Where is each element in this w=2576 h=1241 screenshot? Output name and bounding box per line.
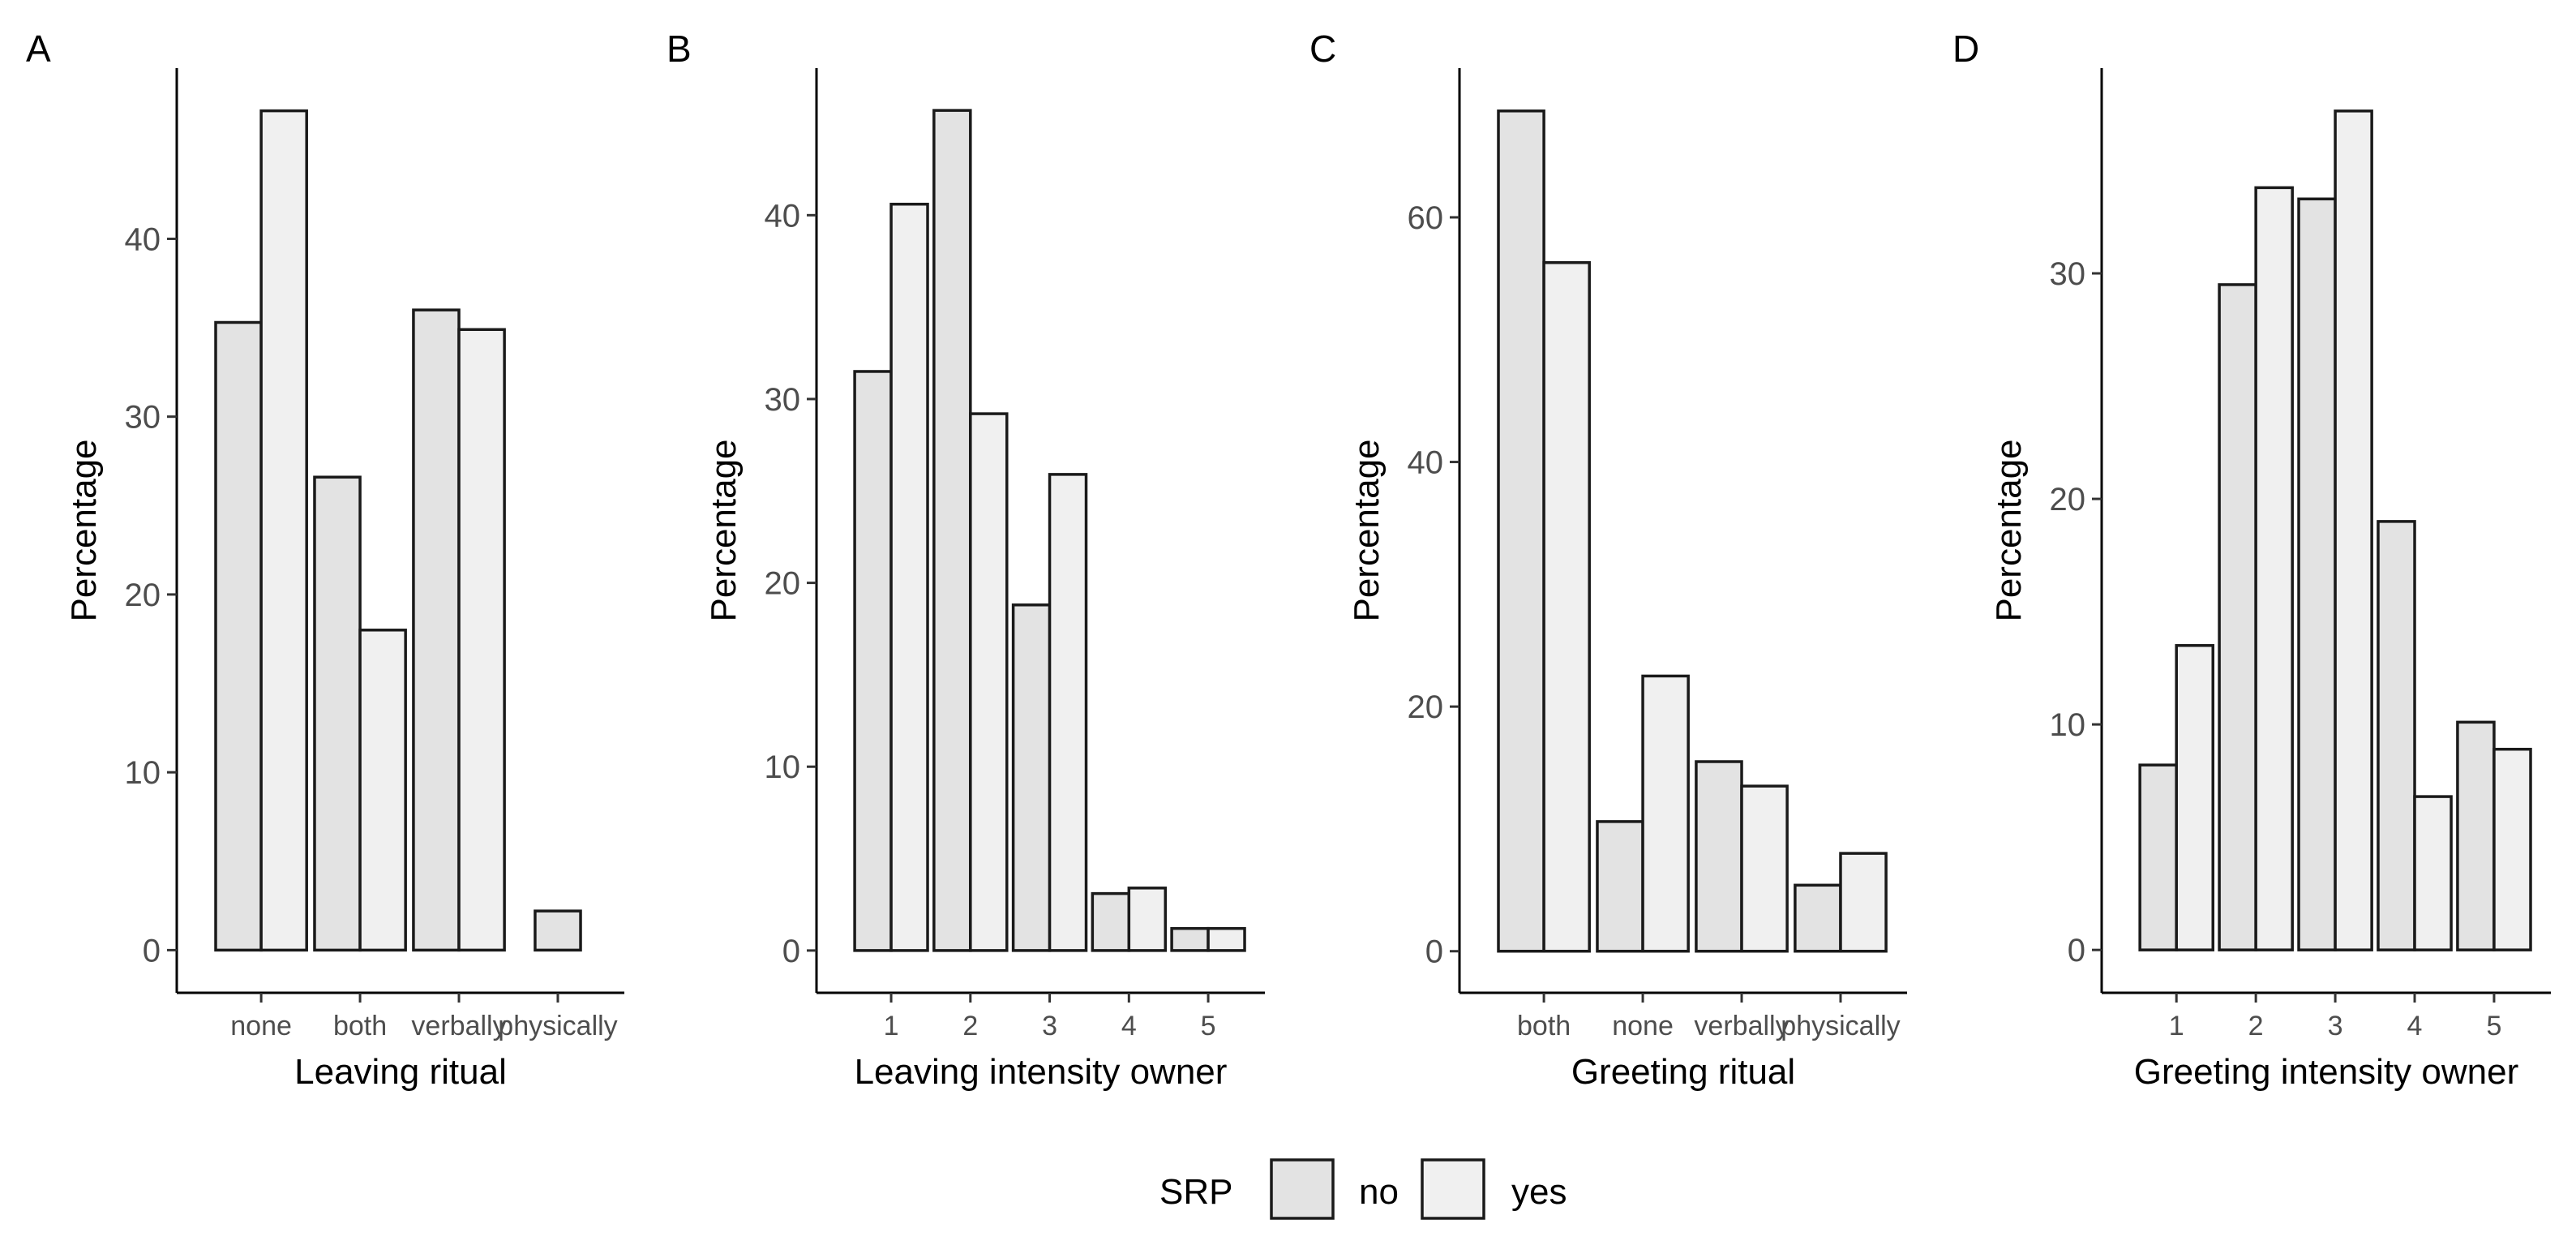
bar-yes-2 [969,412,1009,952]
bar-yes-3 [1048,473,1088,952]
y-tick-label: 10 [125,755,161,791]
bar-no-4 [2377,520,2416,951]
panel-b: B 0 10 20 30 40 1 2 3 4 5 Leaving intensity owner Pe… [667,28,1265,1092]
bars [2138,110,2532,951]
y-axis-title: Percentage [704,439,744,621]
y-tick-label: 20 [2050,482,2086,517]
bar-yes-both [358,629,407,952]
bar-no-physically [534,909,582,952]
y-tick-label: 0 [1425,934,1443,970]
y-tick-label: 40 [1408,445,1444,481]
x-tick-label: 4 [1121,1011,1137,1041]
y-tick-label: 30 [765,382,801,418]
y-tick-label: 40 [765,198,801,234]
bar-yes-4 [2413,795,2453,951]
x-tick-label: none [1612,1011,1674,1041]
bar-yes-4 [1127,887,1168,952]
bar-no-both [1497,110,1545,953]
y-axis-title: Percentage [64,439,104,621]
bar-no-physically [1794,883,1842,953]
y-tick-label: 0 [2068,933,2085,968]
panel-d: D 0 10 20 30 1 2 3 4 5 Greeting intensity owner Per… [1952,28,2551,1092]
bar-yes-1 [889,202,929,952]
bar-yes-2 [2254,186,2294,951]
legend: SRP no yes [1159,1158,1567,1220]
x-axis-title: Leaving ritual [294,1052,507,1092]
bar-yes-5 [1207,926,1246,952]
x-tick-label: 1 [2169,1011,2184,1041]
bar-yes-1 [2175,644,2215,951]
bar-no-1 [853,370,893,952]
bar-no-verbally [412,308,461,952]
x-tick-label: both [333,1011,387,1041]
y-tick-label: 40 [125,221,161,257]
y-axis-title: Percentage [1347,439,1387,621]
bar-no-3 [2297,197,2337,951]
x-tick-label: 1 [884,1011,899,1041]
bar-yes-5 [2492,747,2532,951]
y-tick-label: 10 [2050,707,2086,743]
bar-no-2 [932,109,972,952]
y-tick-label: 30 [125,400,161,436]
panel-letter: C [1309,28,1336,70]
bar-yes-verbally [457,328,506,952]
panel-letter: A [26,28,51,70]
y-tick-label: 10 [765,749,801,785]
bars [853,109,1246,952]
legend-title: SRP [1159,1172,1232,1212]
y-tick-label: 60 [1408,200,1444,236]
bar-yes-none [1641,674,1690,953]
bar-yes-both [1542,261,1591,953]
bar-no-3 [1011,603,1052,952]
x-tick-label: physically [1781,1011,1900,1041]
y-tick-label: 0 [143,933,161,968]
x-tick-label: 3 [1042,1011,1057,1041]
x-tick-label: 5 [1201,1011,1216,1041]
bar-no-2 [2218,283,2257,951]
x-axis-title: Greeting intensity owner [2134,1052,2518,1092]
bars [214,109,582,952]
legend-key-no [1270,1158,1335,1220]
x-tick-label: verbally [411,1011,506,1041]
x-axis-title: Greeting ritual [1571,1052,1795,1092]
bar-no-4 [1091,891,1131,952]
x-tick-label: physically [498,1011,617,1041]
bar-no-both [313,475,362,952]
x-axis-title: Leaving intensity owner [855,1052,1228,1092]
bar-yes-physically [1839,852,1888,953]
bar-no-5 [1170,926,1210,952]
y-tick-label: 20 [125,578,161,613]
x-tick-label: 2 [2248,1011,2264,1041]
bar-no-1 [2138,763,2178,951]
bar-no-none [1596,820,1644,953]
legend-label-no: no [1359,1172,1399,1212]
y-tick-label: 20 [765,566,801,602]
x-tick-label: none [230,1011,292,1041]
bar-no-verbally [1695,760,1743,953]
x-tick-label: 5 [2486,1011,2501,1041]
bar-no-none [214,320,263,952]
bar-yes-none [259,109,308,952]
y-tick-label: 0 [782,934,800,969]
x-tick-label: 4 [2407,1011,2423,1041]
legend-label-yes: yes [1511,1172,1567,1212]
legend-key-yes [1421,1158,1485,1220]
y-axis-title: Percentage [1989,439,2029,621]
bar-yes-3 [2334,110,2373,951]
bars [1497,110,1888,953]
y-tick-label: 30 [2050,256,2086,292]
x-tick-label: 2 [962,1011,978,1041]
x-tick-label: both [1517,1011,1571,1041]
panel-letter: B [667,28,692,70]
bar-yes-verbally [1740,784,1789,953]
x-tick-label: 3 [2328,1011,2343,1041]
x-tick-label: verbally [1694,1011,1789,1041]
panel-letter: D [1952,28,1979,70]
y-tick-label: 20 [1408,689,1444,725]
bar-no-5 [2456,720,2496,951]
